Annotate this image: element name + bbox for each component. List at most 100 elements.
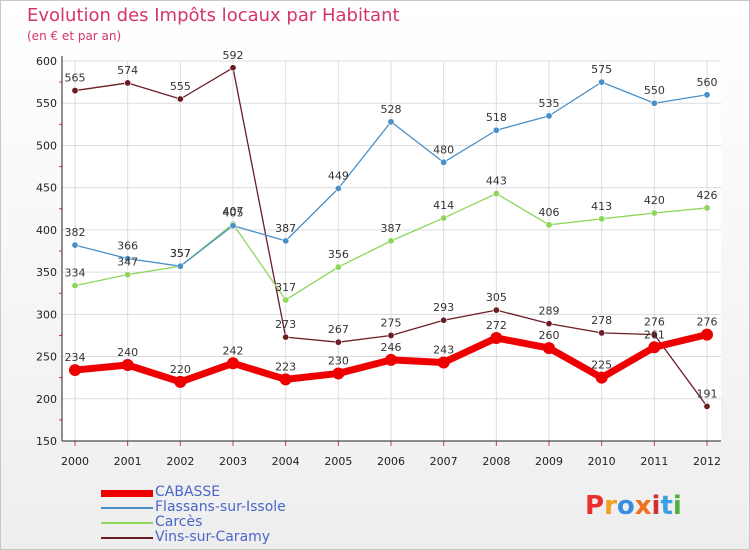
data-label: 528 — [381, 103, 402, 116]
data-point — [124, 271, 132, 279]
data-point — [334, 338, 342, 346]
data-label: 357 — [170, 247, 191, 260]
data-point — [121, 359, 134, 371]
data-label: 574 — [117, 64, 138, 77]
data-point — [492, 126, 500, 134]
data-label: 293 — [433, 301, 454, 314]
data-point — [543, 342, 555, 355]
data-label: 276 — [697, 316, 718, 329]
data-label: 366 — [117, 240, 138, 253]
data-label: 382 — [65, 226, 86, 239]
legend-label: Flassans-sur-Issole — [155, 499, 286, 515]
legend-label: Carcès — [155, 514, 203, 530]
x-tick-label: 2009 — [535, 455, 563, 468]
data-label: 555 — [170, 80, 191, 93]
x-tick-label: 2006 — [377, 455, 405, 468]
y-tick-label: 300 — [36, 308, 57, 321]
data-point — [545, 112, 553, 120]
data-point — [387, 118, 395, 126]
legend-swatch — [101, 489, 153, 497]
data-label: 272 — [486, 319, 507, 332]
data-point — [545, 221, 553, 229]
data-label: 347 — [117, 256, 138, 269]
data-point — [437, 356, 450, 369]
data-label: 305 — [486, 291, 507, 304]
data-point — [650, 99, 658, 107]
data-label: 234 — [65, 351, 86, 364]
data-label: 278 — [591, 314, 612, 327]
data-point — [282, 333, 290, 341]
x-tick-label: 2007 — [430, 455, 458, 468]
y-tick-label: 250 — [36, 351, 57, 364]
x-tick-label: 2011 — [640, 455, 668, 468]
proxiti-logo: Proxiti — [585, 491, 682, 521]
data-point — [648, 341, 661, 354]
data-label: 267 — [328, 323, 349, 336]
data-label: 414 — [433, 199, 454, 212]
x-tick-label: 2001 — [114, 455, 142, 468]
data-point — [229, 64, 237, 72]
x-tick-label: 2004 — [272, 455, 300, 468]
data-point — [71, 241, 79, 249]
x-tick-label: 2003 — [219, 455, 247, 468]
data-point — [71, 87, 79, 95]
data-label: 565 — [65, 72, 86, 85]
y-tick-label: 150 — [36, 435, 57, 448]
data-label: 334 — [65, 267, 86, 280]
x-tick-label: 2010 — [588, 455, 616, 468]
y-tick-label: 200 — [36, 393, 57, 406]
data-label: 243 — [433, 343, 454, 356]
legend-swatch — [101, 537, 153, 539]
y-tick-label: 600 — [36, 55, 57, 68]
data-label: 426 — [697, 189, 718, 202]
y-tick-label: 400 — [36, 224, 57, 237]
data-label: 592 — [223, 49, 244, 62]
data-label: 275 — [381, 316, 402, 329]
data-point — [279, 373, 292, 386]
data-label: 230 — [328, 354, 349, 367]
data-label: 480 — [433, 143, 454, 156]
data-point — [703, 402, 711, 410]
data-point — [124, 79, 132, 87]
data-label: 225 — [591, 359, 612, 372]
data-label: 413 — [591, 200, 612, 213]
data-label: 575 — [591, 63, 612, 76]
legend-label: CABASSE — [155, 484, 221, 500]
data-label: 560 — [697, 76, 718, 89]
data-point — [334, 185, 342, 193]
data-label: 242 — [223, 344, 244, 357]
data-point — [595, 371, 608, 384]
data-point — [124, 255, 132, 263]
data-point — [176, 262, 184, 270]
data-point — [227, 357, 239, 370]
data-point — [598, 78, 606, 86]
data-point — [387, 331, 395, 339]
x-tick-label: 2005 — [324, 455, 352, 468]
x-tick-label: 2012 — [693, 455, 721, 468]
data-point — [703, 204, 711, 212]
data-point — [703, 91, 711, 99]
data-label: 260 — [539, 329, 560, 342]
data-point — [387, 237, 395, 245]
data-label: 223 — [275, 360, 296, 373]
data-label: 289 — [539, 305, 560, 318]
data-point — [492, 306, 500, 314]
data-point — [440, 316, 448, 324]
data-point — [69, 364, 81, 377]
data-label: 449 — [328, 170, 349, 183]
data-point — [176, 95, 184, 103]
x-tick-label: 2000 — [61, 455, 89, 468]
data-label: 550 — [644, 84, 665, 97]
data-point — [332, 367, 345, 380]
data-point — [229, 222, 237, 230]
data-point — [650, 331, 658, 339]
data-label: 246 — [381, 341, 402, 354]
data-label: 387 — [275, 222, 296, 235]
data-point — [174, 375, 187, 388]
data-point — [440, 214, 448, 222]
data-point — [71, 282, 79, 290]
chart-subtitle: (en € et par an) — [27, 29, 122, 43]
y-tick-label: 450 — [36, 182, 57, 195]
